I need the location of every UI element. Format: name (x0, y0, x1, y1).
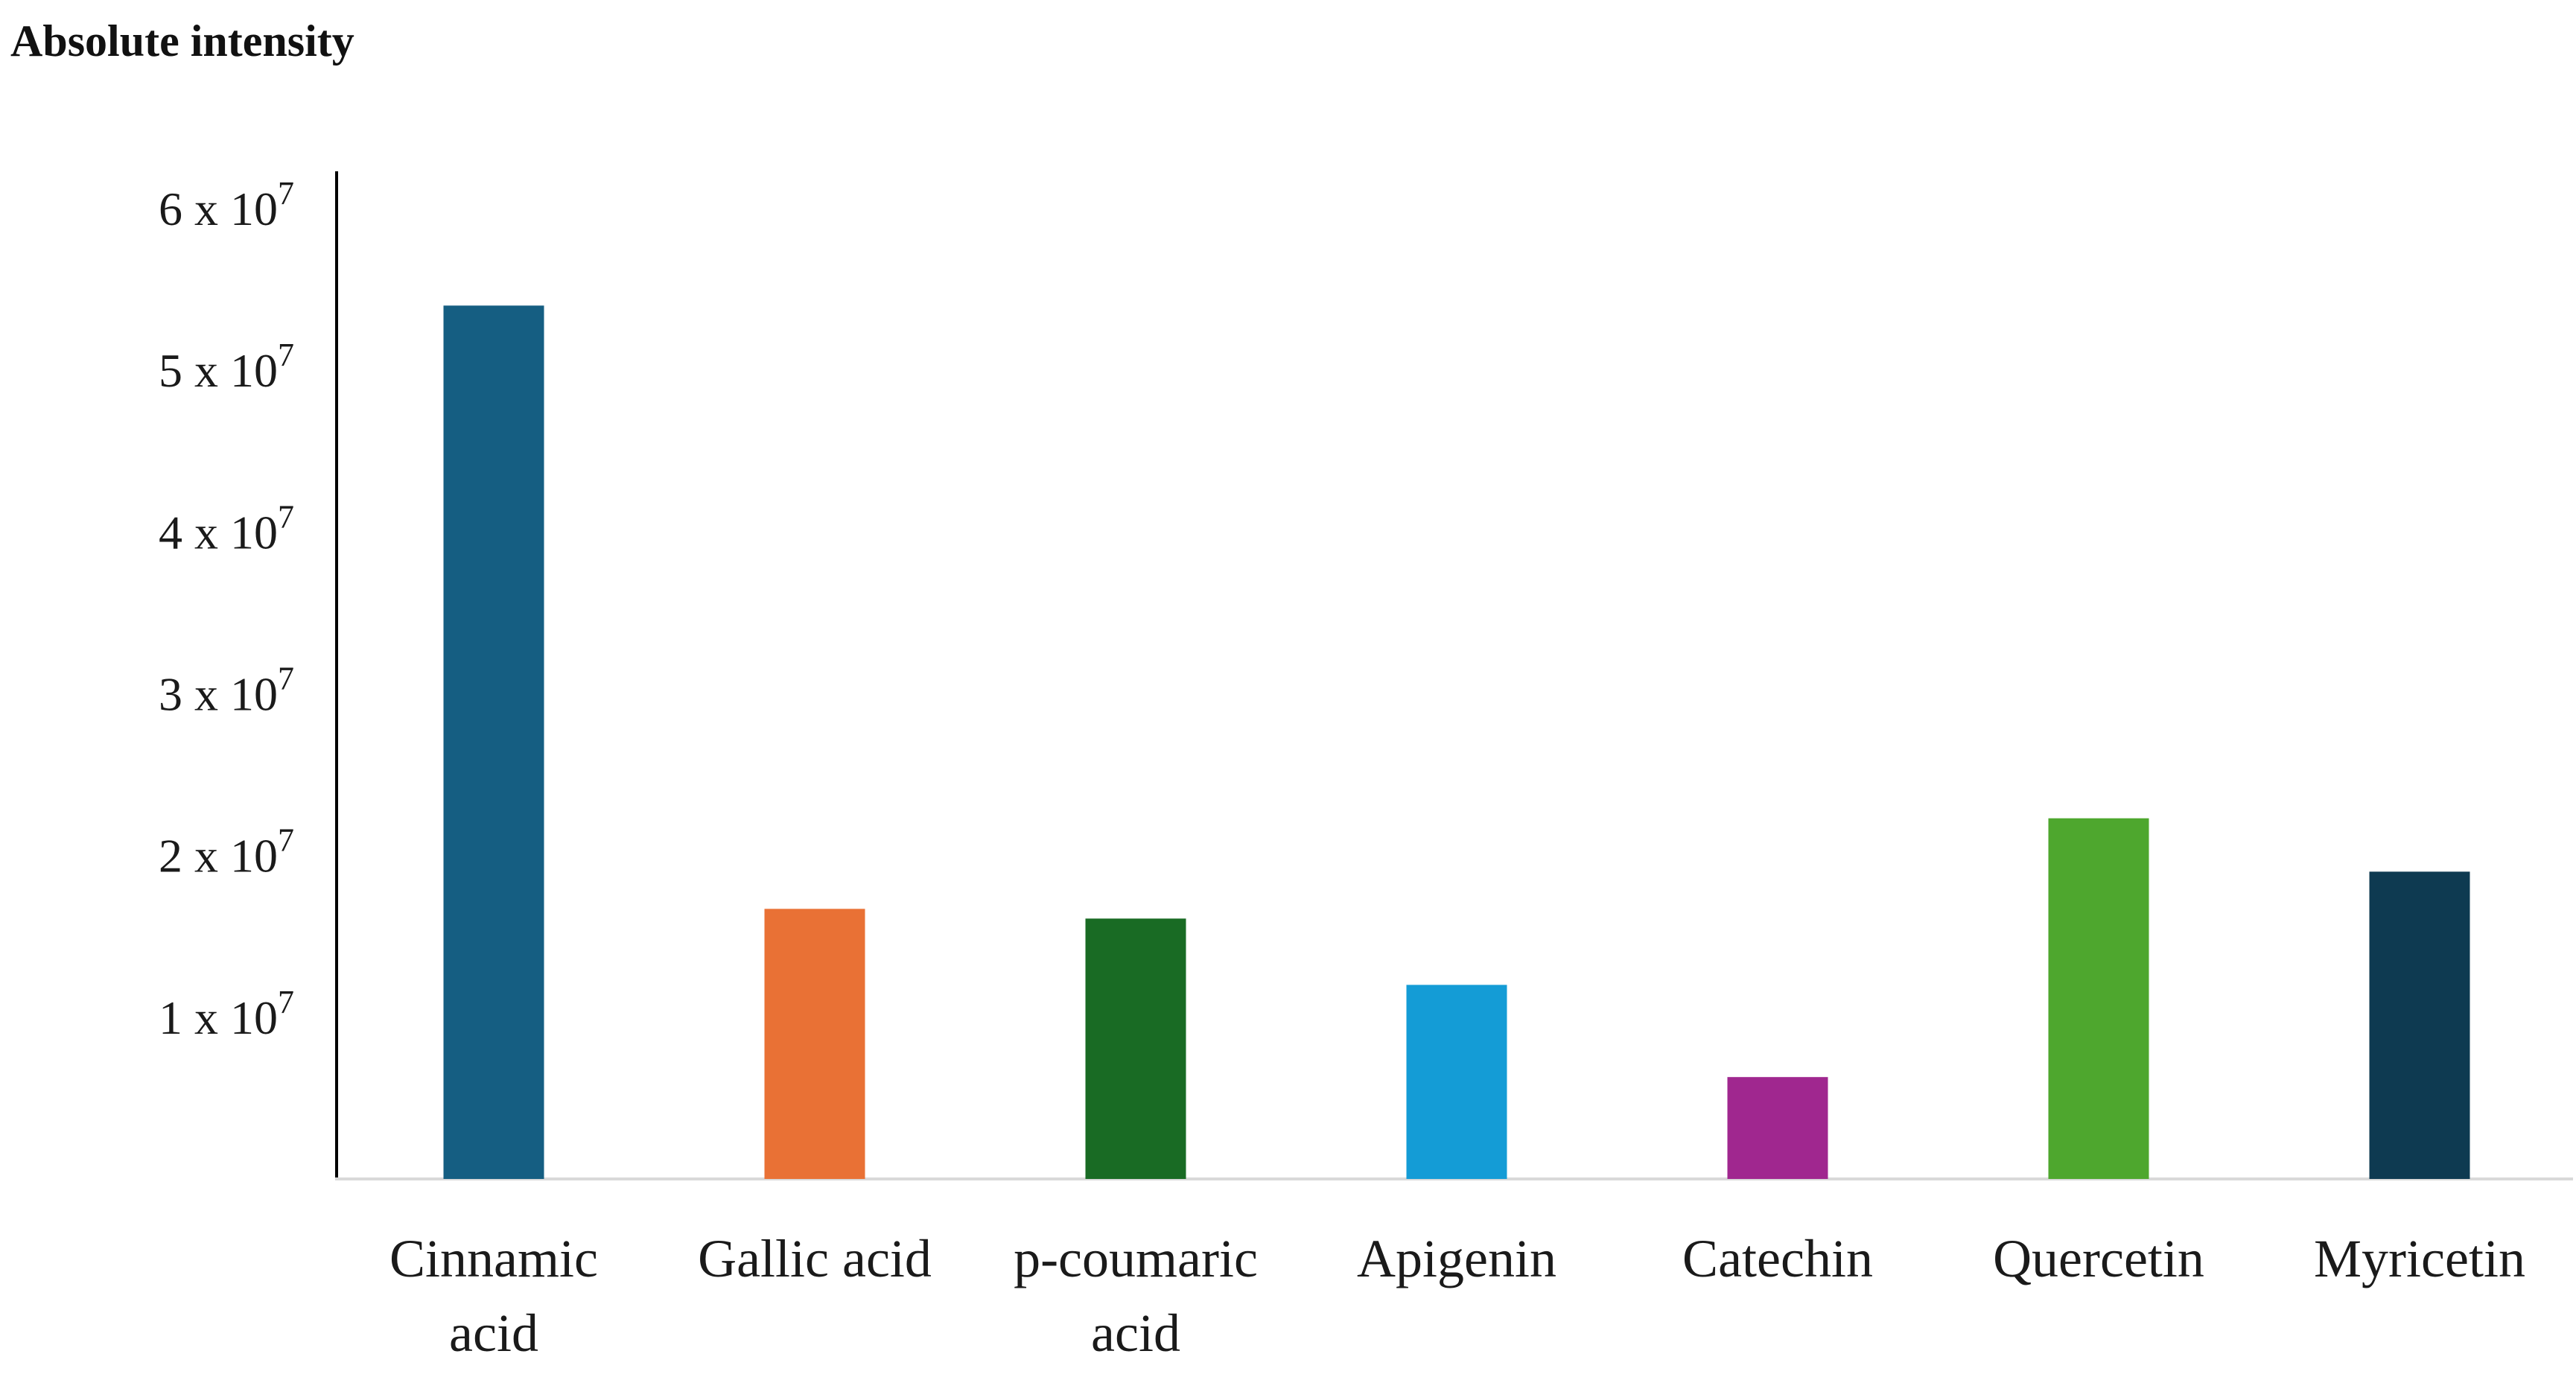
x-category-label: Cinnamic (389, 1229, 598, 1288)
y-tick-label: 2 x 107 (159, 822, 294, 883)
x-category-label: Apigenin (1357, 1229, 1556, 1288)
x-category-label: acid (449, 1303, 538, 1363)
y-tick-base: x 10 (182, 506, 278, 559)
y-tick-label: 3 x 107 (159, 661, 294, 721)
y-tick-base: x 10 (182, 991, 278, 1044)
y-tick-base: x 10 (182, 668, 278, 721)
bar (2369, 871, 2470, 1179)
x-category-label: Gallic acid (698, 1229, 932, 1288)
y-tick-base: x 10 (182, 182, 278, 235)
bar (443, 305, 544, 1179)
x-category-label: acid (1091, 1303, 1180, 1363)
y-tick-exponent: 7 (278, 984, 294, 1020)
y-tick-mantissa: 2 (159, 830, 182, 883)
bars (443, 305, 2470, 1179)
y-tick-exponent: 7 (278, 822, 294, 859)
y-tick-mantissa: 5 (159, 344, 182, 397)
y-tick-label: 6 x 107 (159, 175, 294, 235)
y-tick-exponent: 7 (278, 498, 294, 535)
y-tick-mantissa: 3 (159, 668, 182, 721)
bar (1406, 985, 1507, 1179)
y-tick-mantissa: 6 (159, 182, 182, 235)
y-tick-base: x 10 (182, 830, 278, 883)
x-category-label: Quercetin (1993, 1229, 2204, 1288)
y-tick-exponent: 7 (278, 661, 294, 697)
y-tick-mantissa: 4 (159, 506, 182, 559)
y-tick-exponent: 7 (278, 337, 294, 373)
x-category-label: Myricetin (2314, 1229, 2525, 1288)
y-tick-mantissa: 1 (159, 991, 182, 1044)
y-tick-exponent: 7 (278, 175, 294, 212)
bar (764, 909, 865, 1179)
chart-title: Absolute intensity (10, 16, 354, 66)
bar (1085, 918, 1186, 1179)
x-category-label: p-coumaric (1014, 1229, 1258, 1288)
category-labels: Cinnamic acid Gallic acid p-coumaric acid Api… (389, 1229, 2525, 1363)
y-tick-label: 1 x 107 (159, 984, 294, 1044)
y-tick-label: 5 x 107 (159, 337, 294, 397)
y-tick-label: 4 x 107 (159, 498, 294, 559)
bar (2048, 818, 2149, 1179)
bar (1727, 1077, 1828, 1179)
x-category-label: Catechin (1682, 1229, 1873, 1288)
y-tick-base: x 10 (182, 344, 278, 397)
